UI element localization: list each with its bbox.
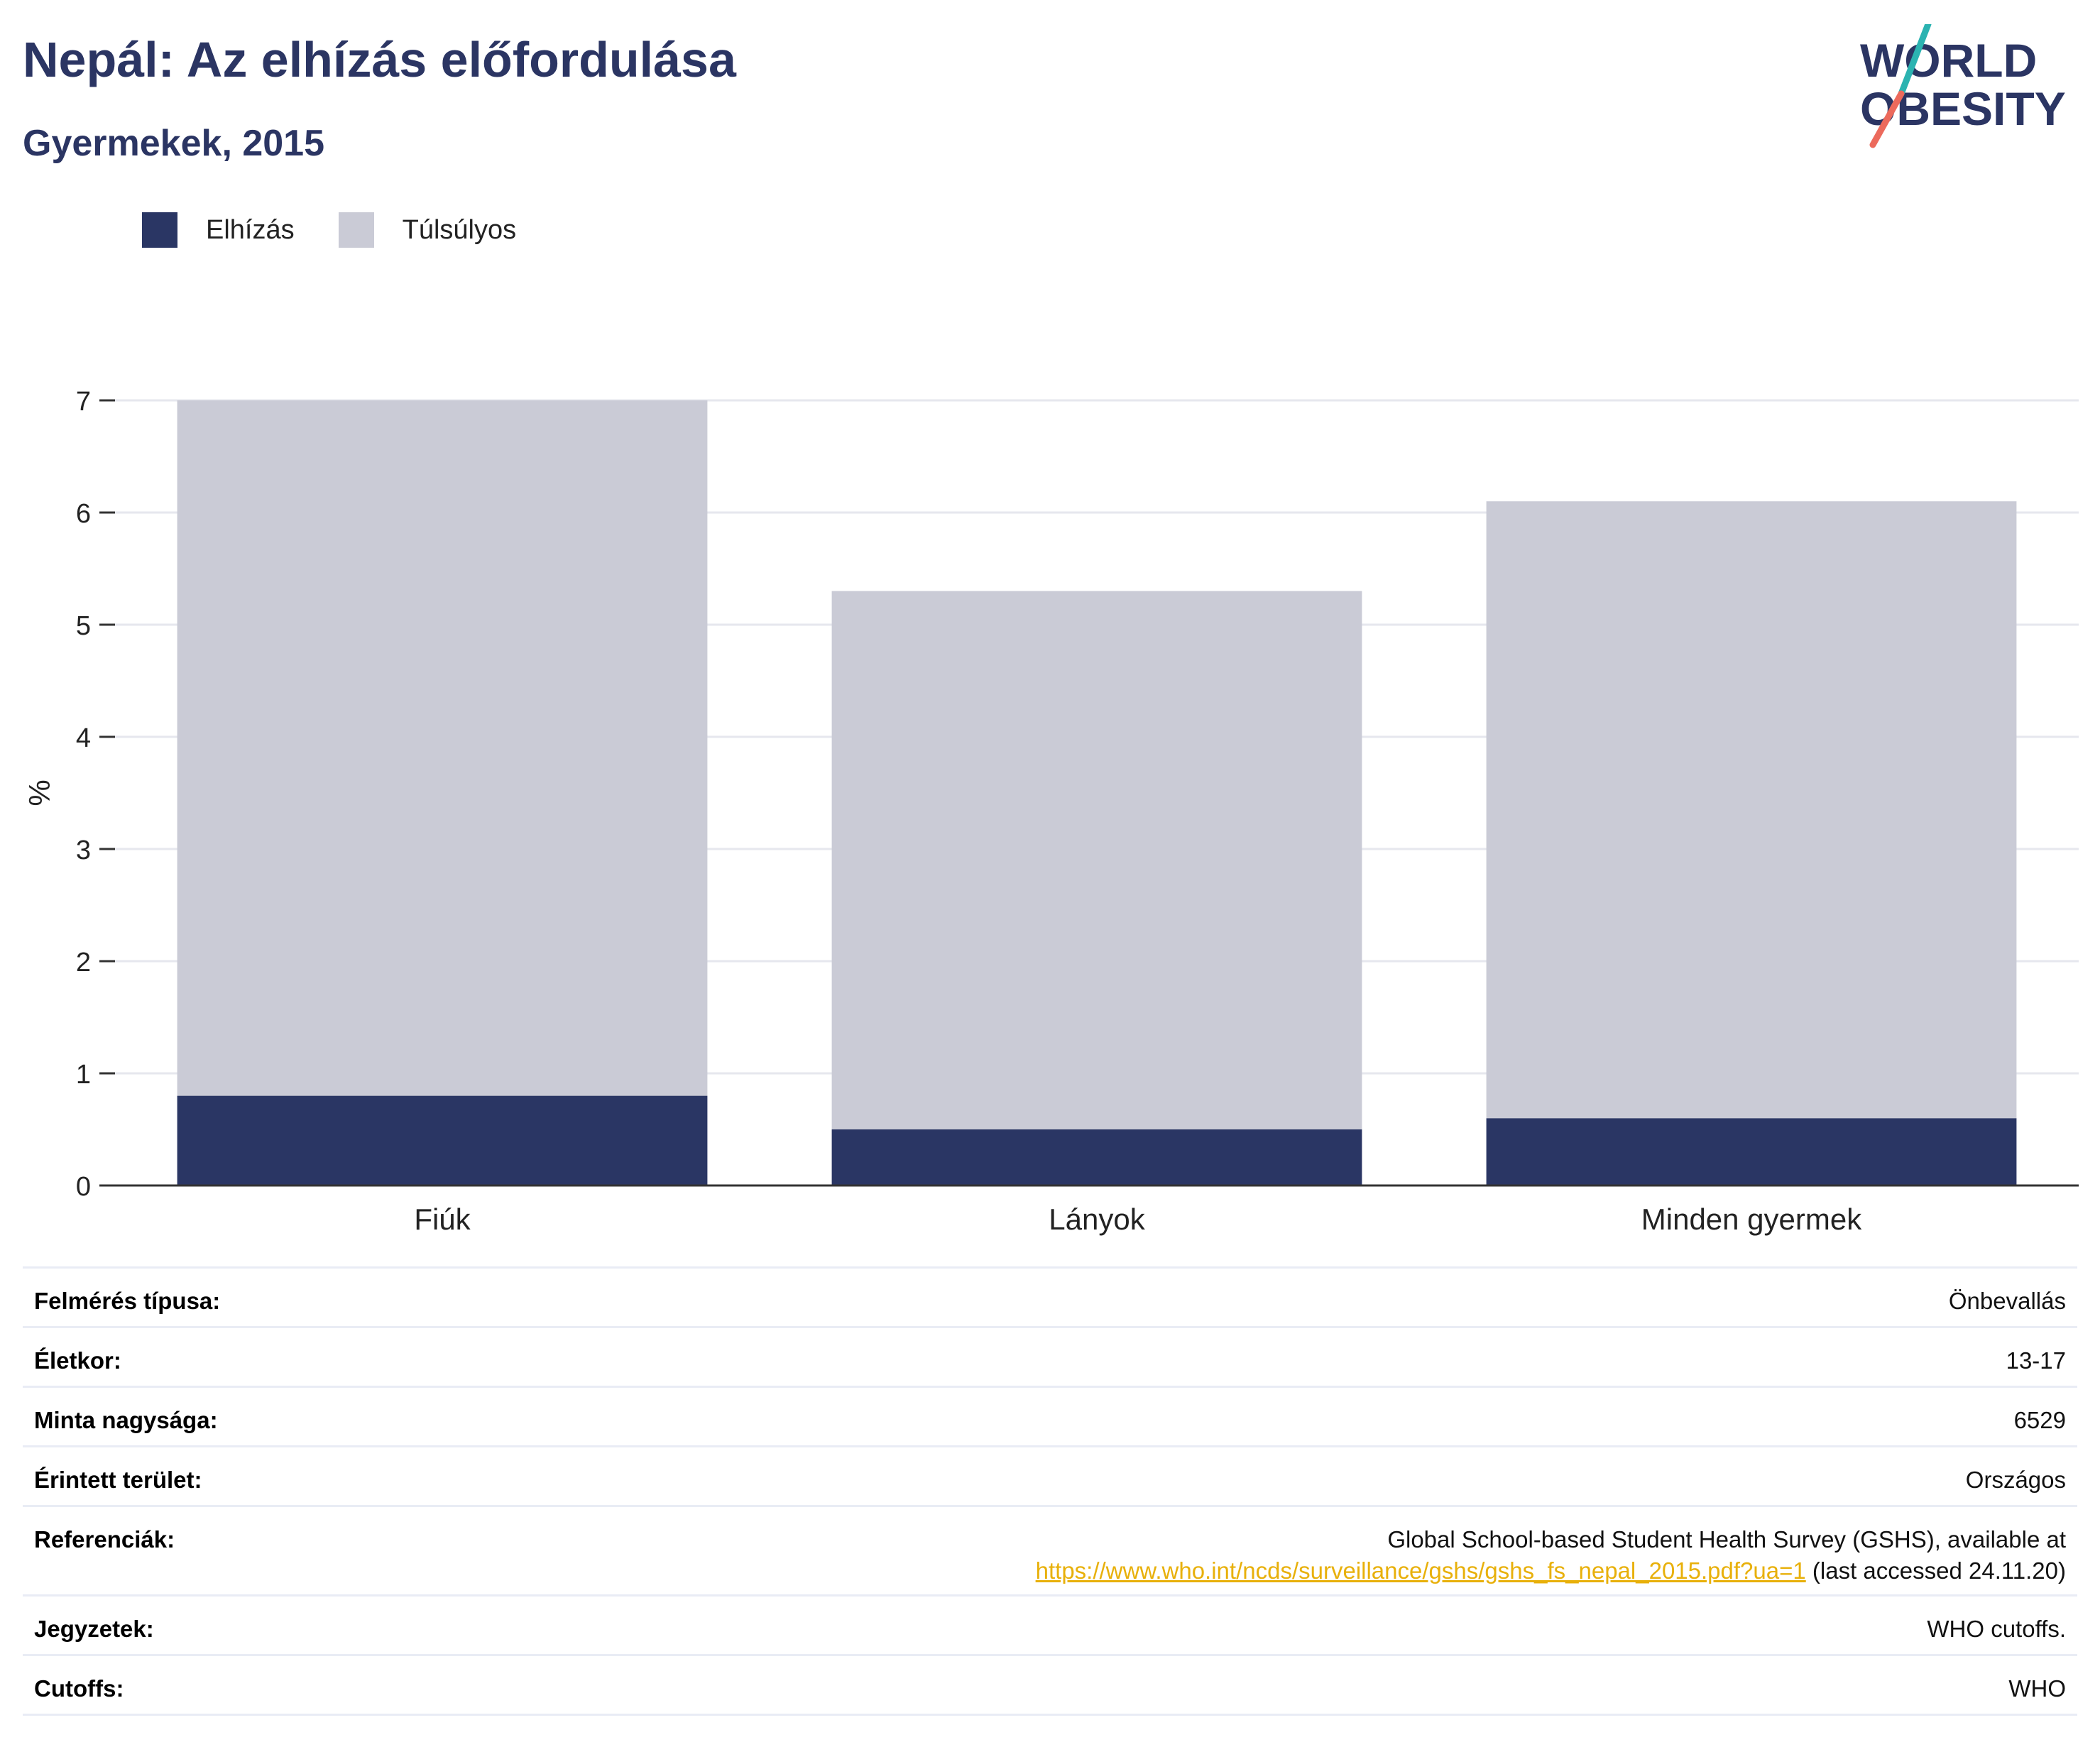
y-tick-label-2: 2 [76, 948, 91, 977]
legend: Elhízás Túlsúlyos [142, 210, 560, 250]
survey-type-label: Felmérés típusa: [34, 1288, 221, 1314]
chart-subtitle: Gyermekek, 2015 [23, 123, 325, 164]
sample-size-value: 6529 [2013, 1407, 2066, 1433]
details-table: Felmérés típusa: Önbevallás Életkor: 13-… [23, 1266, 2077, 1716]
legend-item-overweight[interactable]: Túlsúlyos [338, 212, 517, 248]
bar-Túlsúlyos-Lányok [831, 591, 1362, 1129]
bar-Túlsúlyos-Fiúk [177, 400, 708, 1096]
details-row-cutoffs: Cutoffs: WHO [23, 1656, 2077, 1716]
details-row-notes: Jegyzetek: WHO cutoffs. [23, 1597, 2077, 1656]
bar-Elhízás-Minden gyermek [1486, 1118, 2017, 1185]
notes-value: WHO cutoffs. [1927, 1616, 2066, 1642]
cutoffs-label: Cutoffs: [34, 1675, 124, 1702]
y-tick-label-1: 1 [76, 1060, 91, 1090]
details-row-area: Érintett terület: Országos [23, 1447, 2077, 1507]
y-axis-label: % [23, 779, 56, 806]
cutoffs-value: WHO [2008, 1675, 2066, 1702]
references-link[interactable]: https://www.who.int/ncds/surveillance/gs… [1035, 1557, 1806, 1584]
details-row-sample-size: Minta nagysága: 6529 [23, 1388, 2077, 1447]
age-label: Életkor: [34, 1347, 121, 1374]
sample-size-label: Minta nagysága: [34, 1407, 218, 1433]
legend-label-overweight: Túlsúlyos [402, 214, 517, 245]
references-text: Global School-based Student Health Surve… [1387, 1526, 2066, 1552]
logo-slash-coral [1869, 90, 1905, 148]
details-row-references: Referenciák: Global School-based Student… [23, 1507, 2077, 1597]
bar-Túlsúlyos-Minden gyermek [1486, 501, 2017, 1119]
chart-title: Nepál: Az elhízás előfordulása [23, 32, 736, 87]
y-tick-label-0: 0 [76, 1172, 91, 1202]
references-value: Global School-based Student Health Surve… [1036, 1524, 2066, 1587]
x-tick-label-1: Lányok [1049, 1203, 1145, 1236]
y-tick-label-3: 3 [76, 836, 91, 865]
y-tick-label-7: 7 [76, 387, 91, 417]
legend-label-obesity: Elhízás [206, 214, 295, 245]
bar-Elhízás-Fiúk [177, 1095, 708, 1185]
x-tick-label-2: Minden gyermek [1641, 1203, 1862, 1236]
legend-item-obesity[interactable]: Elhízás [142, 212, 295, 248]
notes-label: Jegyzetek: [34, 1616, 154, 1642]
legend-swatch-obesity [142, 212, 177, 248]
legend-swatch-overweight [338, 212, 374, 248]
details-row-survey-type: Felmérés típusa: Önbevallás [23, 1269, 2077, 1328]
logo-text-world: WORLD [1860, 34, 2037, 87]
survey-type-value: Önbevallás [1948, 1288, 2066, 1314]
y-tick-label-4: 4 [76, 723, 91, 753]
area-value: Országos [1965, 1467, 2066, 1493]
area-label: Érintett terület: [34, 1467, 202, 1493]
references-label: Referenciák: [34, 1526, 175, 1552]
world-obesity-logo: WORLD OBESITY [1860, 24, 2066, 148]
y-tick-label-6: 6 [76, 499, 91, 529]
logo-slash-teal [1898, 24, 1932, 97]
details-row-age: Életkor: 13-17 [23, 1328, 2077, 1388]
references-suffix: (last accessed 24.11.20) [1805, 1557, 2066, 1584]
x-tick-label-0: Fiúk [414, 1203, 471, 1236]
bar-Elhízás-Lányok [831, 1129, 1362, 1185]
age-value: 13-17 [2006, 1347, 2066, 1374]
bar-chart: 0 1 2 3 4 5 6 7% Fiúk Lányok Minden gyermek [23, 387, 2079, 1236]
y-tick-label-5: 5 [76, 611, 91, 641]
